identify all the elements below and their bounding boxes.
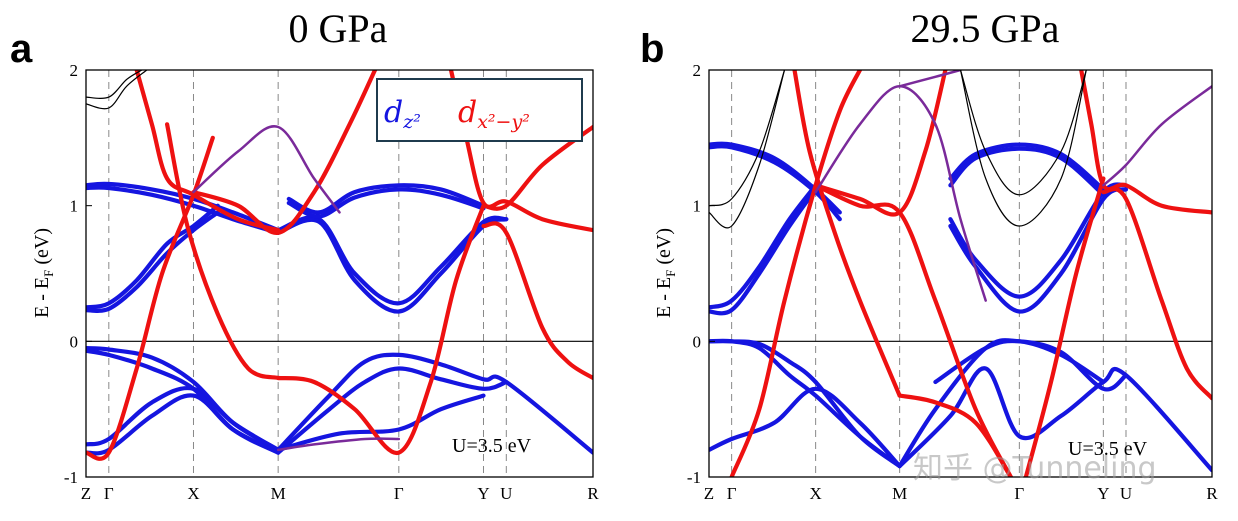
panel-b-title: 29.5 GPa <box>911 6 1060 51</box>
panel-a-band-mixed-24 <box>276 437 401 452</box>
panel-b-band-mixed-24 <box>898 70 962 88</box>
panel-b-ylabel: E - EF (eV) <box>653 228 678 318</box>
panel-b-ylabel-sub: F <box>663 270 678 277</box>
panel-a-ylabel-main: E - E <box>31 277 53 318</box>
panel-a-band-dz2-6 <box>276 393 486 452</box>
panel-b-ytick-label: -1 <box>687 468 701 487</box>
panel-a-label: a <box>10 27 33 71</box>
panel-a-ytick-label: 1 <box>70 197 79 216</box>
panel-b-xtick-label: Z <box>704 484 714 503</box>
panel-b-xtick-label: R <box>1206 484 1218 503</box>
panel-a-band-other-26 <box>86 70 143 100</box>
panel-b-ylabel-main: E - E <box>653 277 675 318</box>
panel-a-band-dx2y2-18 <box>165 122 281 381</box>
panel-a-xtick-label: X <box>187 484 199 503</box>
panel-a-band-dz2-11 <box>276 215 509 306</box>
panel-b-band-dz2-0 <box>709 386 902 469</box>
panel-a-frame <box>85 69 594 478</box>
panel-b-band-dx2y2-21 <box>813 183 1013 477</box>
panel-b-band-dz2-2 <box>709 339 902 469</box>
panel-b-band-dz2-7 <box>709 187 818 316</box>
panel-b-band-other-27 <box>959 70 1087 196</box>
panel-a-ytick-label: 0 <box>70 332 79 351</box>
watermark: 知乎 @Tunneling <box>913 451 1157 486</box>
legend-dz2-sub: z² <box>402 111 421 133</box>
panel-a-ytick-label: 2 <box>70 61 79 80</box>
panel-b-band-dx2y2-20 <box>1101 186 1212 401</box>
panel-a-xtick-label: Γ <box>394 484 404 503</box>
panel-b-ytick-label: 1 <box>693 197 702 216</box>
panel-a-xtick-label: Y <box>477 484 489 503</box>
panel-b-ytick-label: 2 <box>693 61 702 80</box>
panel-b-band-other-26 <box>709 70 786 229</box>
panel-a-ylabel-unit: (eV) <box>31 228 53 270</box>
panel-a-band-dz2-3 <box>86 348 281 455</box>
panel-b-band-mixed-22 <box>814 85 987 302</box>
panel-b-band-mixed-23 <box>1102 85 1212 187</box>
legend-dz2-main: d <box>384 95 403 130</box>
panel-b-band-dx2y2-16 <box>813 70 948 217</box>
panel-b-band-dz2-5 <box>933 338 1106 385</box>
panel-a-band-dz2-9 <box>86 181 281 233</box>
panel-b-bands <box>709 70 1212 477</box>
panel-a-bands <box>86 70 593 461</box>
panel-a-band-dz2-8 <box>86 210 220 313</box>
panel-a-band-dx2y2-17 <box>191 70 378 235</box>
panel-b-band-dz2-11 <box>948 187 1129 314</box>
panel-a-ylabel-sub: F <box>41 270 56 277</box>
panel-a-title: 0 GPa <box>289 6 388 51</box>
legend-dx2y2-main: d <box>458 95 477 130</box>
panel-b-band-dx2y2-18 <box>1023 176 1106 477</box>
panel-b-annotation: U=3.5 eV <box>1068 438 1148 460</box>
panel-b-label: b <box>640 27 664 71</box>
panel-a-band-dz2-14 <box>286 187 486 219</box>
panel-a-xtick-label: Γ <box>104 484 114 503</box>
panel-a-band-dz2-5 <box>276 366 509 455</box>
panel-b-band-dx2y2-14 <box>729 70 862 477</box>
legend-dx2y2-sub: x²−y² <box>477 111 530 133</box>
legend-box <box>376 78 583 142</box>
panel-a-band-mixed-23 <box>192 125 341 214</box>
panel-a-xtick-label: M <box>271 484 286 503</box>
panel-b-xtick-label: M <box>892 484 907 503</box>
panel-a-band-dx2y2-19 <box>276 203 486 455</box>
panel-a-annotation: U=3.5 eV <box>452 435 532 457</box>
panel-a-ytick-label: -1 <box>64 468 78 487</box>
panel-a-band-dx2y2-22 <box>481 221 593 381</box>
panel-b-xtick-label: U <box>1120 484 1132 503</box>
panel-a-xtick-label: U <box>500 484 512 503</box>
panel-b-band-dz2-13 <box>948 146 1106 197</box>
panel-a-xtick-label: R <box>587 484 599 503</box>
panel-a-band-dz2-2 <box>86 346 281 452</box>
panel-b-xtick-label: X <box>809 484 821 503</box>
panel-b-band-dz2-12 <box>948 142 1106 192</box>
panel-b-xtick-label: Y <box>1097 484 1109 503</box>
panel-b-band-other-28 <box>959 70 1087 227</box>
panel-b-band-dz2-6 <box>709 183 818 310</box>
panel-b-ylabel-unit: (eV) <box>653 228 675 270</box>
panel-a-band-other-25 <box>86 70 148 110</box>
panel-a-xtick-label: Z <box>81 484 91 503</box>
panel-a-band-dz2-7 <box>86 203 220 310</box>
panel-b-frame <box>708 69 1213 478</box>
legend-dz2: dz² <box>384 95 421 133</box>
panel-b-xtick-label: Γ <box>727 484 737 503</box>
panel-a-band-dx2y2-21 <box>481 124 593 211</box>
panel-a-ylabel: E - EF (eV) <box>31 228 56 318</box>
panel-a-band-dz2-13 <box>286 183 486 215</box>
legend: dz² dx²−y² <box>376 78 583 142</box>
panel-b-xtick-label: Γ <box>1014 484 1024 503</box>
panel-b-ytick-label: 0 <box>693 332 702 351</box>
panel-b-band-dx2y2-15 <box>792 70 902 398</box>
panel-b-band-other-25 <box>709 70 786 207</box>
legend-dx2y2: dx²−y² <box>458 95 530 133</box>
